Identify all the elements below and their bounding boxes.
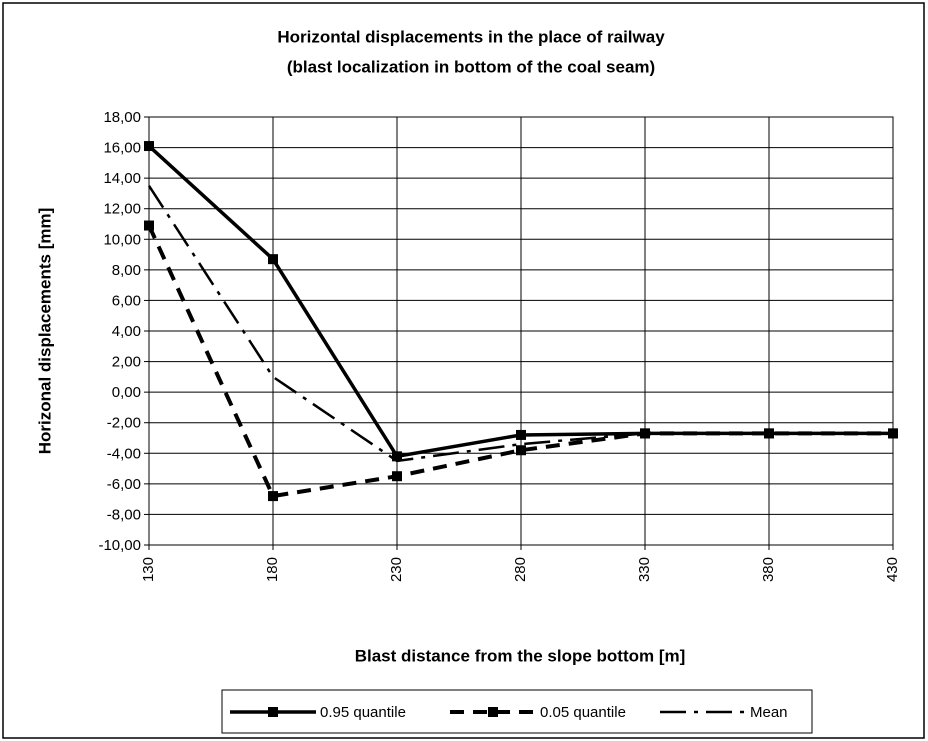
legend-label: 0.95 quantile xyxy=(320,704,406,721)
chart-subtitle: (blast localization in bottom of the coa… xyxy=(287,57,655,76)
y-tick-label: 14,00 xyxy=(103,170,141,187)
y-tick-label: 8,00 xyxy=(112,262,141,279)
marker xyxy=(516,445,526,456)
legend-box xyxy=(221,689,813,734)
y-tick-label: 18,00 xyxy=(103,109,141,126)
x-tick-label: 280 xyxy=(512,557,529,582)
x-tick-label: 380 xyxy=(760,557,777,582)
y-tick-label: -10,00 xyxy=(98,537,141,554)
y-tick-label: -8,00 xyxy=(107,506,141,523)
y-tick-label: 0,00 xyxy=(112,384,141,401)
marker xyxy=(144,220,154,231)
legend-marker xyxy=(488,707,498,717)
marker xyxy=(268,491,278,502)
y-tick-label: 2,00 xyxy=(112,354,141,371)
marker xyxy=(516,429,526,440)
y-tick-label: 16,00 xyxy=(103,140,141,157)
x-tick-label: 130 xyxy=(140,557,157,582)
x-tick-label: 230 xyxy=(388,557,405,582)
y-tick-label: 12,00 xyxy=(103,201,141,218)
marker xyxy=(392,471,402,482)
y-tick-label: 10,00 xyxy=(103,231,141,248)
legend-label: Mean xyxy=(750,704,788,721)
x-tick-label: 330 xyxy=(636,557,653,582)
y-axis-label: Horizonal displacements [mm] xyxy=(35,208,54,455)
marker xyxy=(640,428,650,439)
legend-marker xyxy=(268,707,278,717)
y-tick-label: -4,00 xyxy=(107,445,141,462)
y-tick-label: -2,00 xyxy=(107,415,141,432)
x-axis-label: Blast distance from the slope bottom [m] xyxy=(355,646,686,665)
chart-title: Horizontal displacements in the place of… xyxy=(277,27,665,46)
y-tick-label: 4,00 xyxy=(112,323,141,340)
marker xyxy=(268,254,278,265)
series-line xyxy=(147,185,893,463)
y-tick-label: 6,00 xyxy=(112,292,141,309)
x-tick-label: 430 xyxy=(884,557,901,582)
marker xyxy=(392,451,402,462)
x-tick-label: 180 xyxy=(264,557,281,582)
marker xyxy=(144,141,154,152)
y-tick-label: -6,00 xyxy=(107,476,141,493)
legend-label: 0.05 quantile xyxy=(540,704,626,721)
